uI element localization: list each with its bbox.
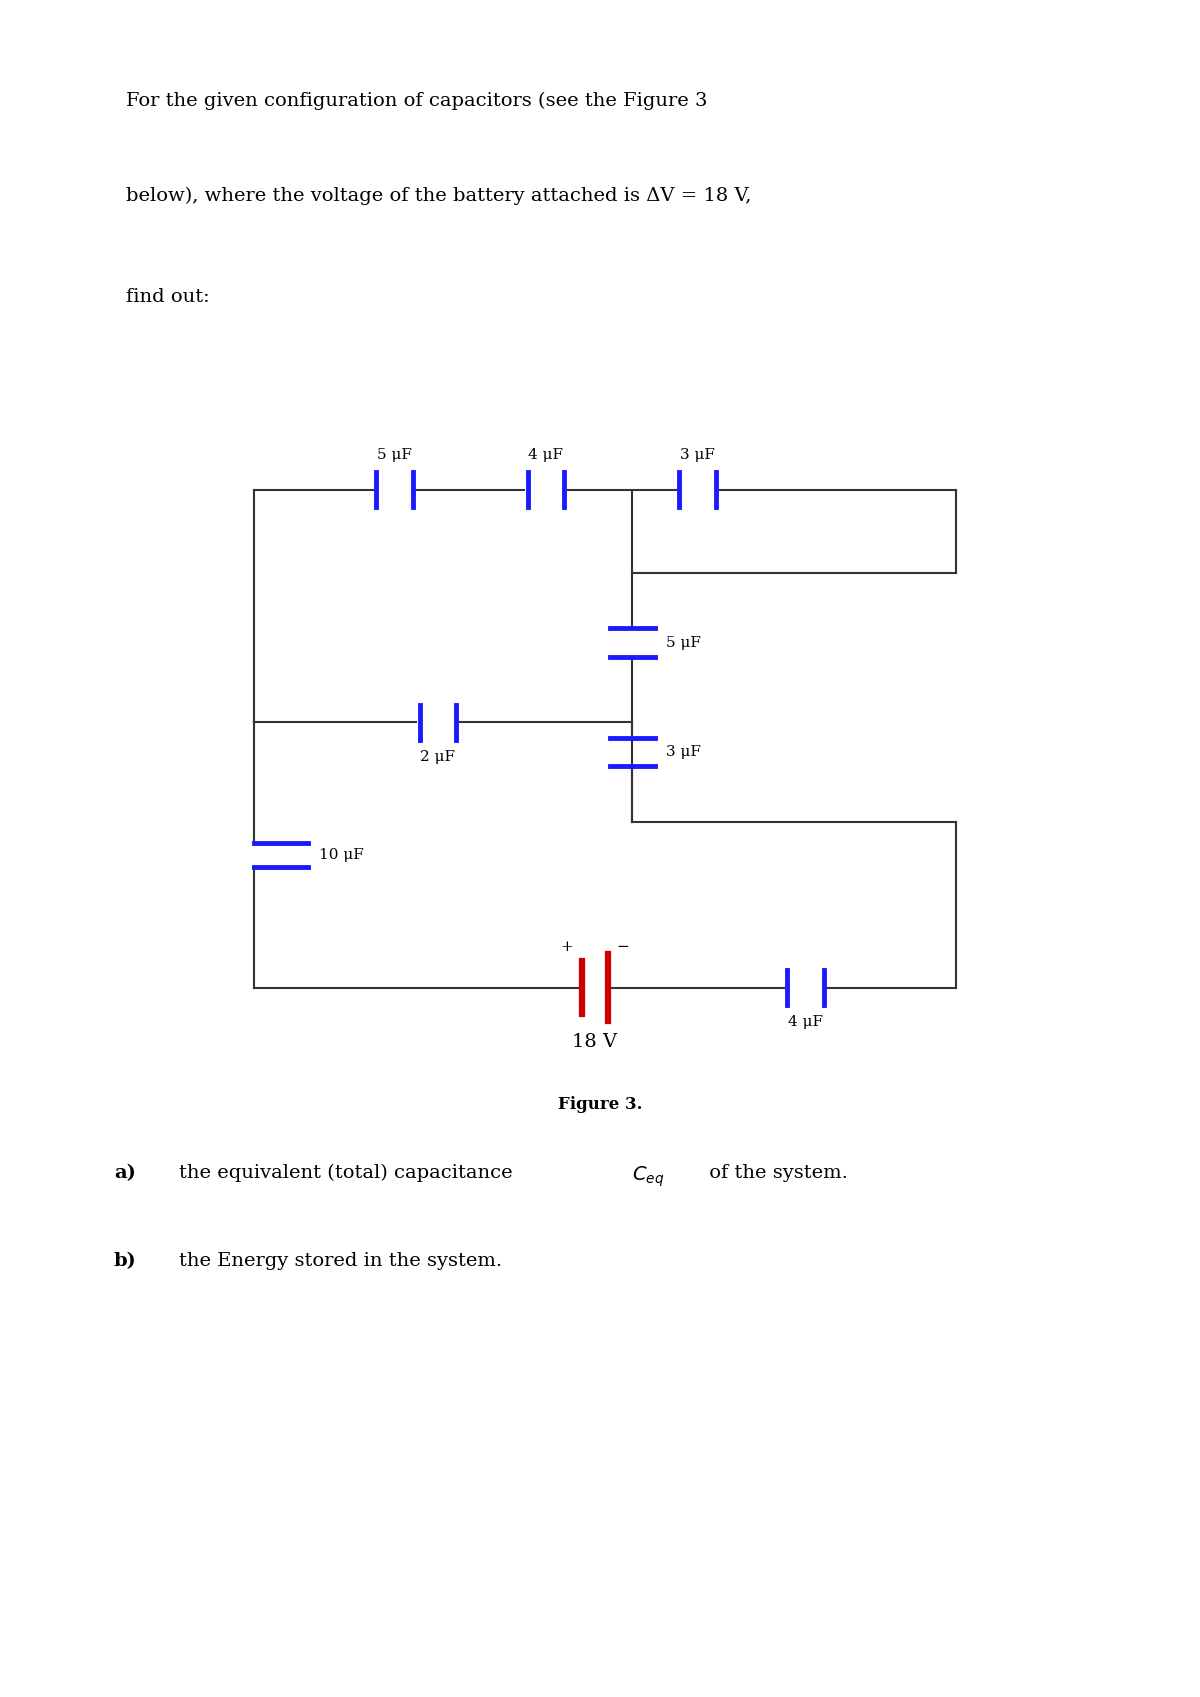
Text: −: −: [617, 940, 629, 954]
Text: For the given configuration of capacitors (see the Figure 3: For the given configuration of capacitor…: [126, 92, 708, 110]
Text: 2 μF: 2 μF: [420, 750, 456, 764]
Text: +: +: [560, 940, 572, 954]
Text: 3 μF: 3 μF: [666, 745, 701, 759]
Text: the equivalent (total) capacitance: the equivalent (total) capacitance: [179, 1164, 518, 1183]
Text: of the system.: of the system.: [703, 1164, 847, 1183]
Text: 4 μF: 4 μF: [528, 448, 564, 463]
Text: find out:: find out:: [126, 288, 210, 307]
Text: 5 μF: 5 μF: [377, 448, 413, 463]
Text: $\mathbf{\it{C}_{eq}}$: $\mathbf{\it{C}_{eq}}$: [632, 1164, 665, 1188]
Text: Figure 3.: Figure 3.: [558, 1096, 642, 1113]
Text: below), where the voltage of the battery attached is ΔV = 18 V,: below), where the voltage of the battery…: [126, 187, 751, 205]
Text: 5 μF: 5 μF: [666, 635, 701, 650]
Text: 4 μF: 4 μF: [787, 1015, 823, 1028]
Text: b): b): [114, 1252, 137, 1271]
Text: a): a): [114, 1164, 136, 1183]
Text: 10 μF: 10 μF: [319, 848, 364, 862]
Text: 18 V: 18 V: [572, 1033, 617, 1050]
Text: 3 μF: 3 μF: [679, 448, 715, 463]
Text: the Energy stored in the system.: the Energy stored in the system.: [179, 1252, 502, 1271]
